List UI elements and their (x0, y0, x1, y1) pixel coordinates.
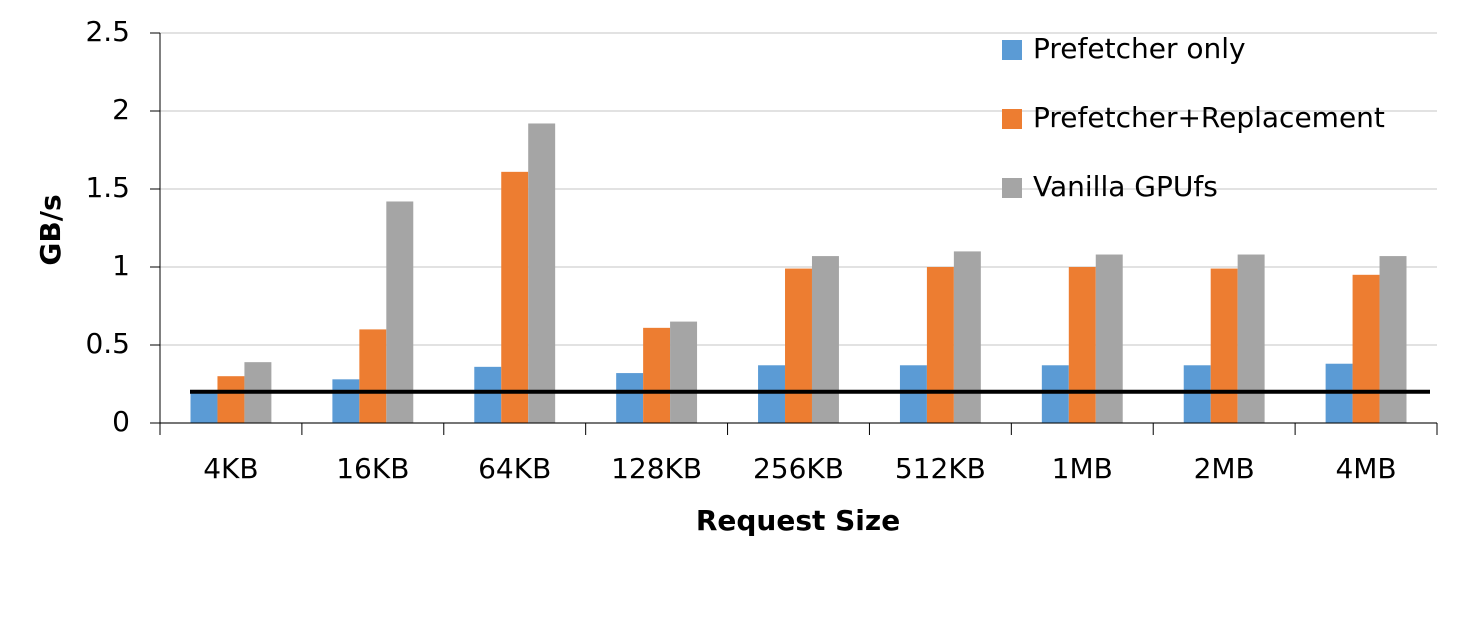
y-tick-label: 1 (112, 249, 130, 282)
bar (332, 379, 360, 423)
bar (386, 201, 414, 423)
x-tick-label: 4KB (203, 452, 258, 485)
x-tick-label: 1MB (1052, 452, 1113, 485)
y-tick-label: 0.5 (85, 327, 130, 360)
legend-label: Prefetcher only (1033, 32, 1246, 65)
bar (217, 376, 245, 423)
x-tick-label: 16KB (336, 452, 409, 485)
x-tick-label: 256KB (753, 452, 844, 485)
legend-swatch (1002, 178, 1022, 198)
bar (474, 366, 502, 423)
bar (190, 391, 218, 423)
legend-label: Prefetcher+Replacement (1033, 101, 1385, 134)
bar (1379, 256, 1407, 423)
x-tick-label: 4MB (1335, 452, 1396, 485)
y-tick-label: 0 (112, 405, 130, 438)
bar (785, 268, 812, 423)
x-tick-label: 128KB (611, 452, 702, 485)
legend-swatch (1002, 40, 1022, 60)
bar (528, 123, 556, 423)
bar (1237, 254, 1265, 423)
y-axis-title: GB/s (34, 194, 67, 265)
bar (1210, 268, 1238, 423)
bar (926, 267, 954, 423)
bar (1095, 254, 1123, 423)
x-tick-label: 512KB (895, 452, 986, 485)
bar (953, 251, 981, 423)
y-tick-label: 2.5 (85, 15, 130, 48)
bar (359, 329, 387, 423)
bar (899, 365, 927, 423)
legend-label: Vanilla GPUfs (1033, 170, 1218, 203)
bar (1352, 274, 1380, 423)
x-tick-label: 2MB (1194, 452, 1255, 485)
bar (1041, 365, 1069, 423)
bar (501, 171, 529, 423)
x-axis-title: Request Size (696, 504, 900, 537)
bar (616, 373, 644, 423)
bar (758, 365, 786, 423)
bar (811, 256, 839, 423)
bar (670, 321, 698, 423)
y-tick-label: 1.5 (85, 171, 130, 204)
bar (1183, 365, 1211, 423)
y-tick-label: 2 (112, 93, 130, 126)
bar (643, 327, 671, 423)
x-tick-label: 64KB (478, 452, 551, 485)
bar (1068, 267, 1096, 423)
legend-swatch (1002, 109, 1022, 129)
